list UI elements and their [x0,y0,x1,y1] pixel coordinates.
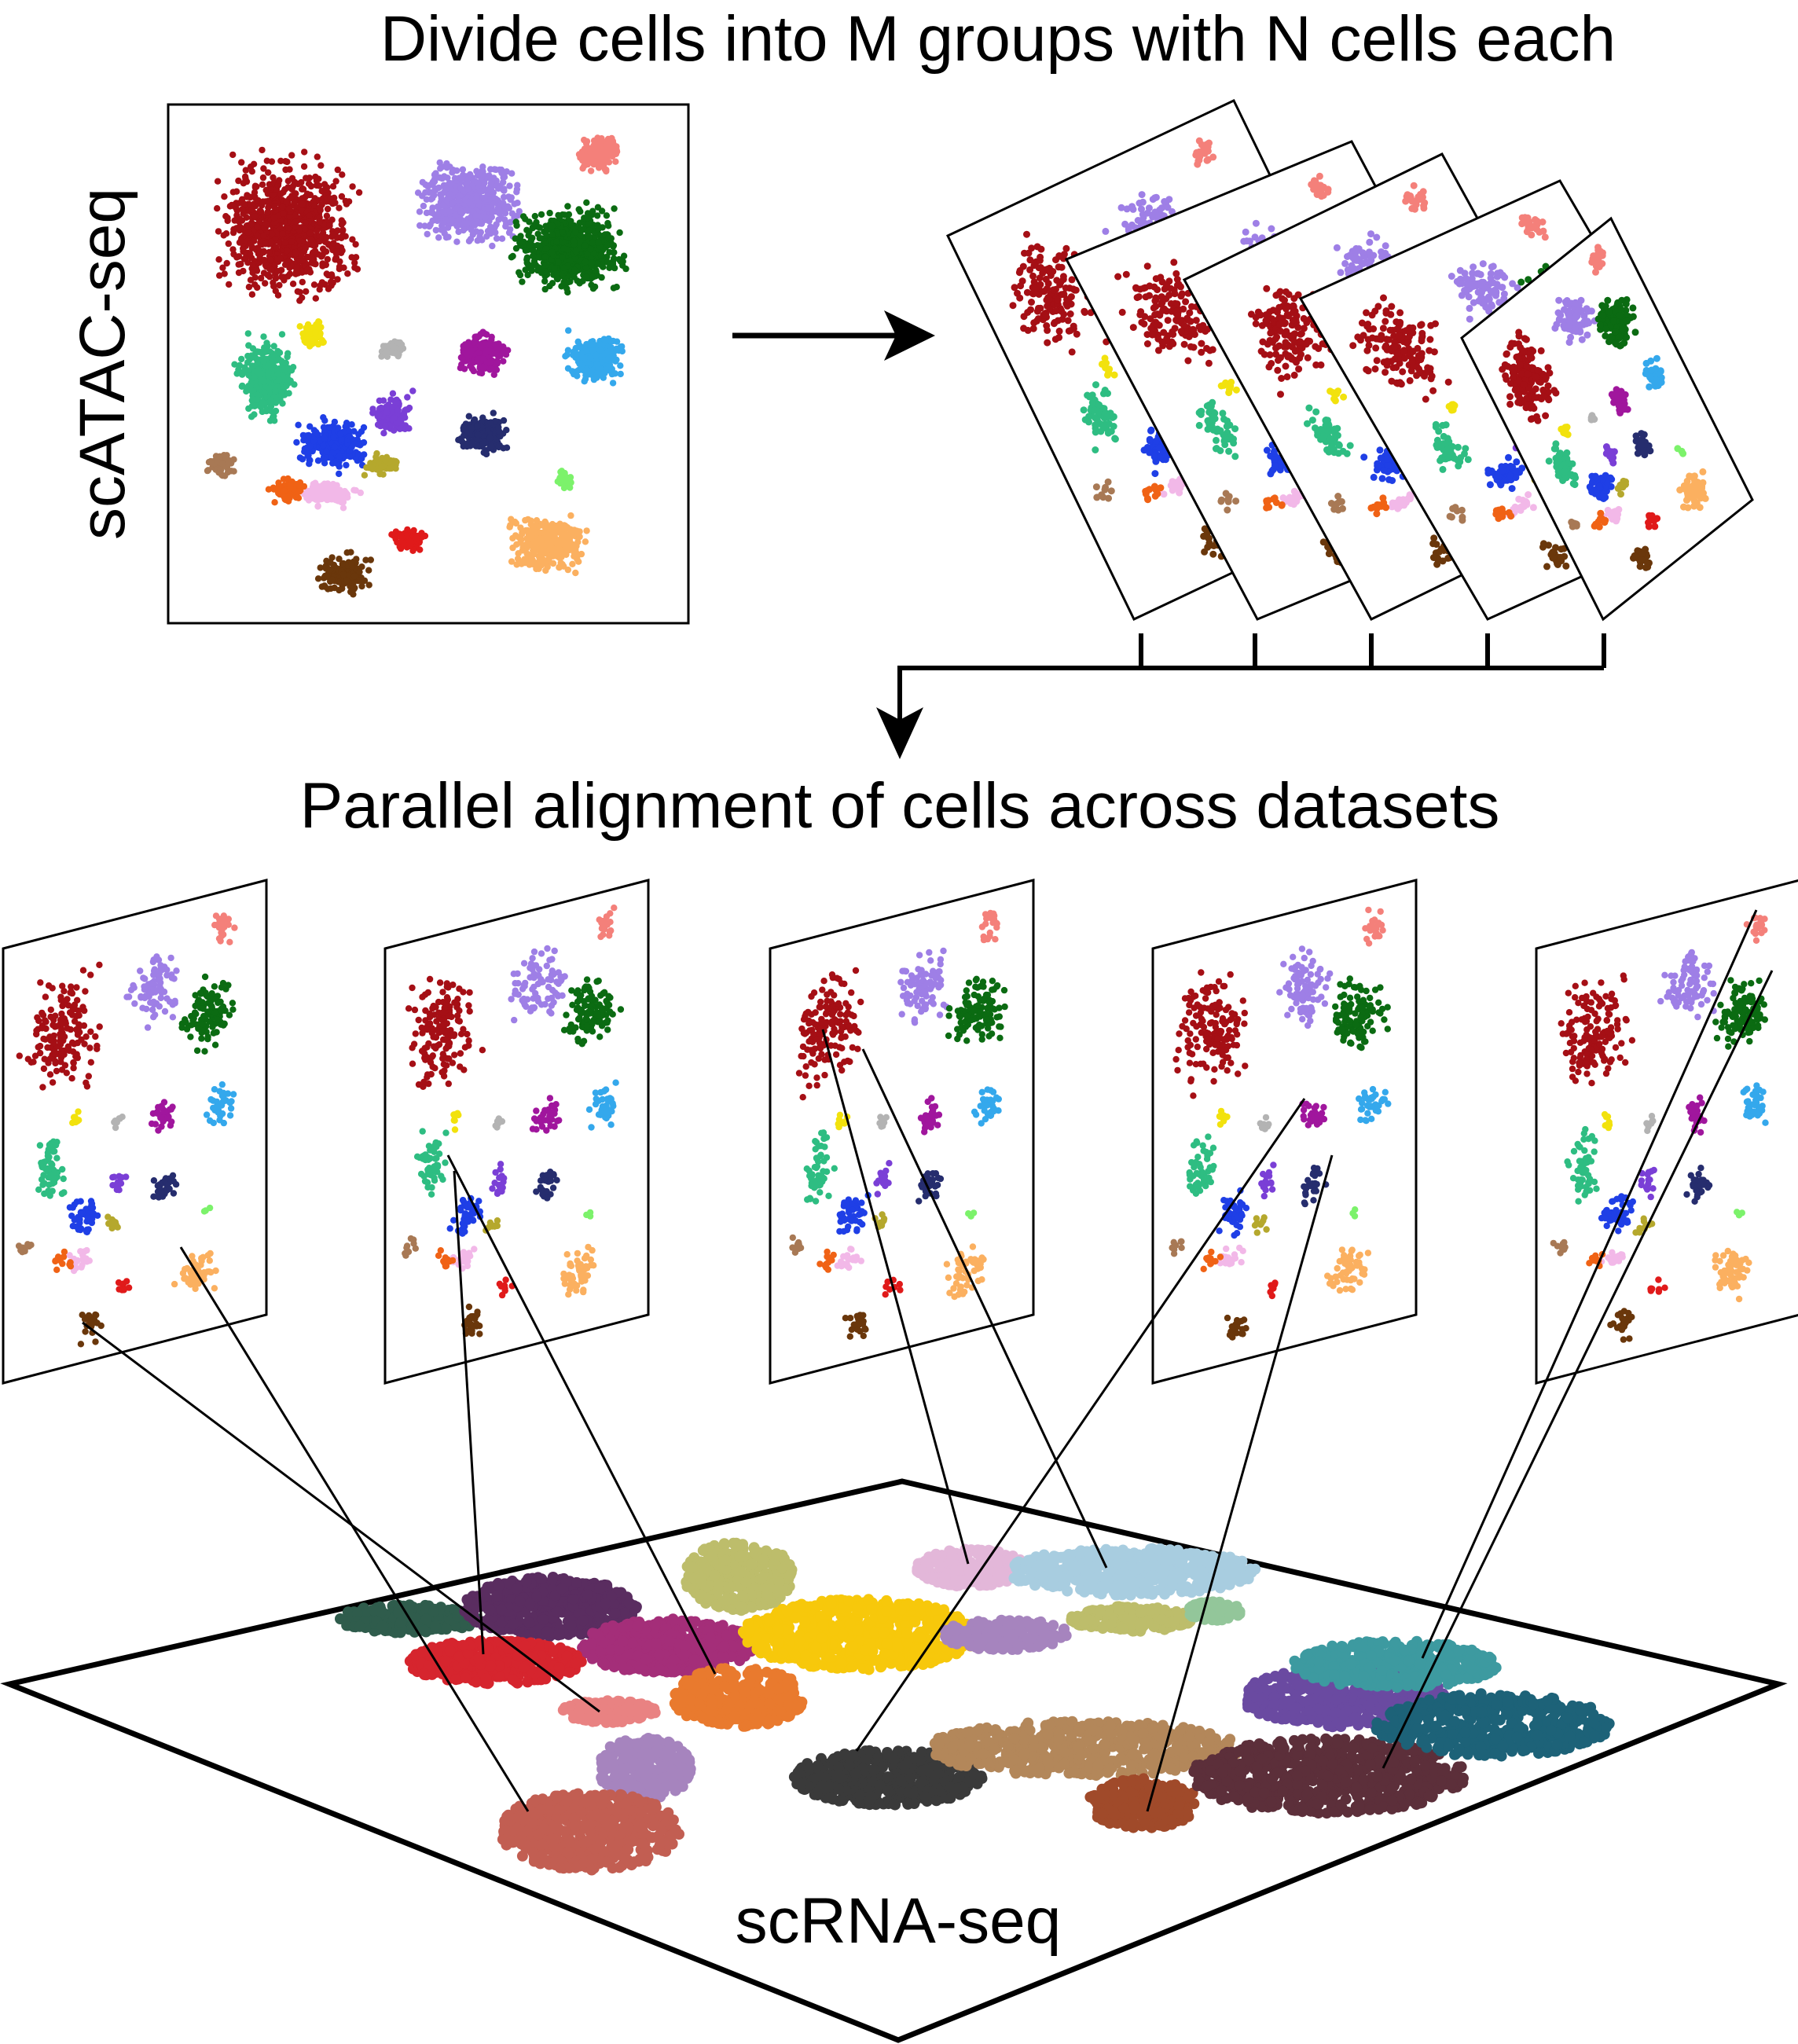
middle-title: Parallel alignment of cells across datas… [300,770,1500,842]
aligned-panel-4 [1153,880,1416,1383]
aligned-panel-2 [385,880,648,1383]
top-title: Divide cells into M groups with N cells … [380,3,1616,75]
aligned-panel-1 [3,880,266,1383]
group-panel-stack [948,101,1752,619]
merge-bracket [900,633,1604,723]
atac-label: scATAC-seq [67,188,138,540]
rna-label: scRNA-seq [736,1885,1062,1957]
atac-panel: scATAC-seq [67,105,688,623]
divide-arrow [732,310,935,361]
aligned-panel-5 [1536,880,1798,1383]
rna-plane: scRNA-seq [9,1481,1778,2040]
